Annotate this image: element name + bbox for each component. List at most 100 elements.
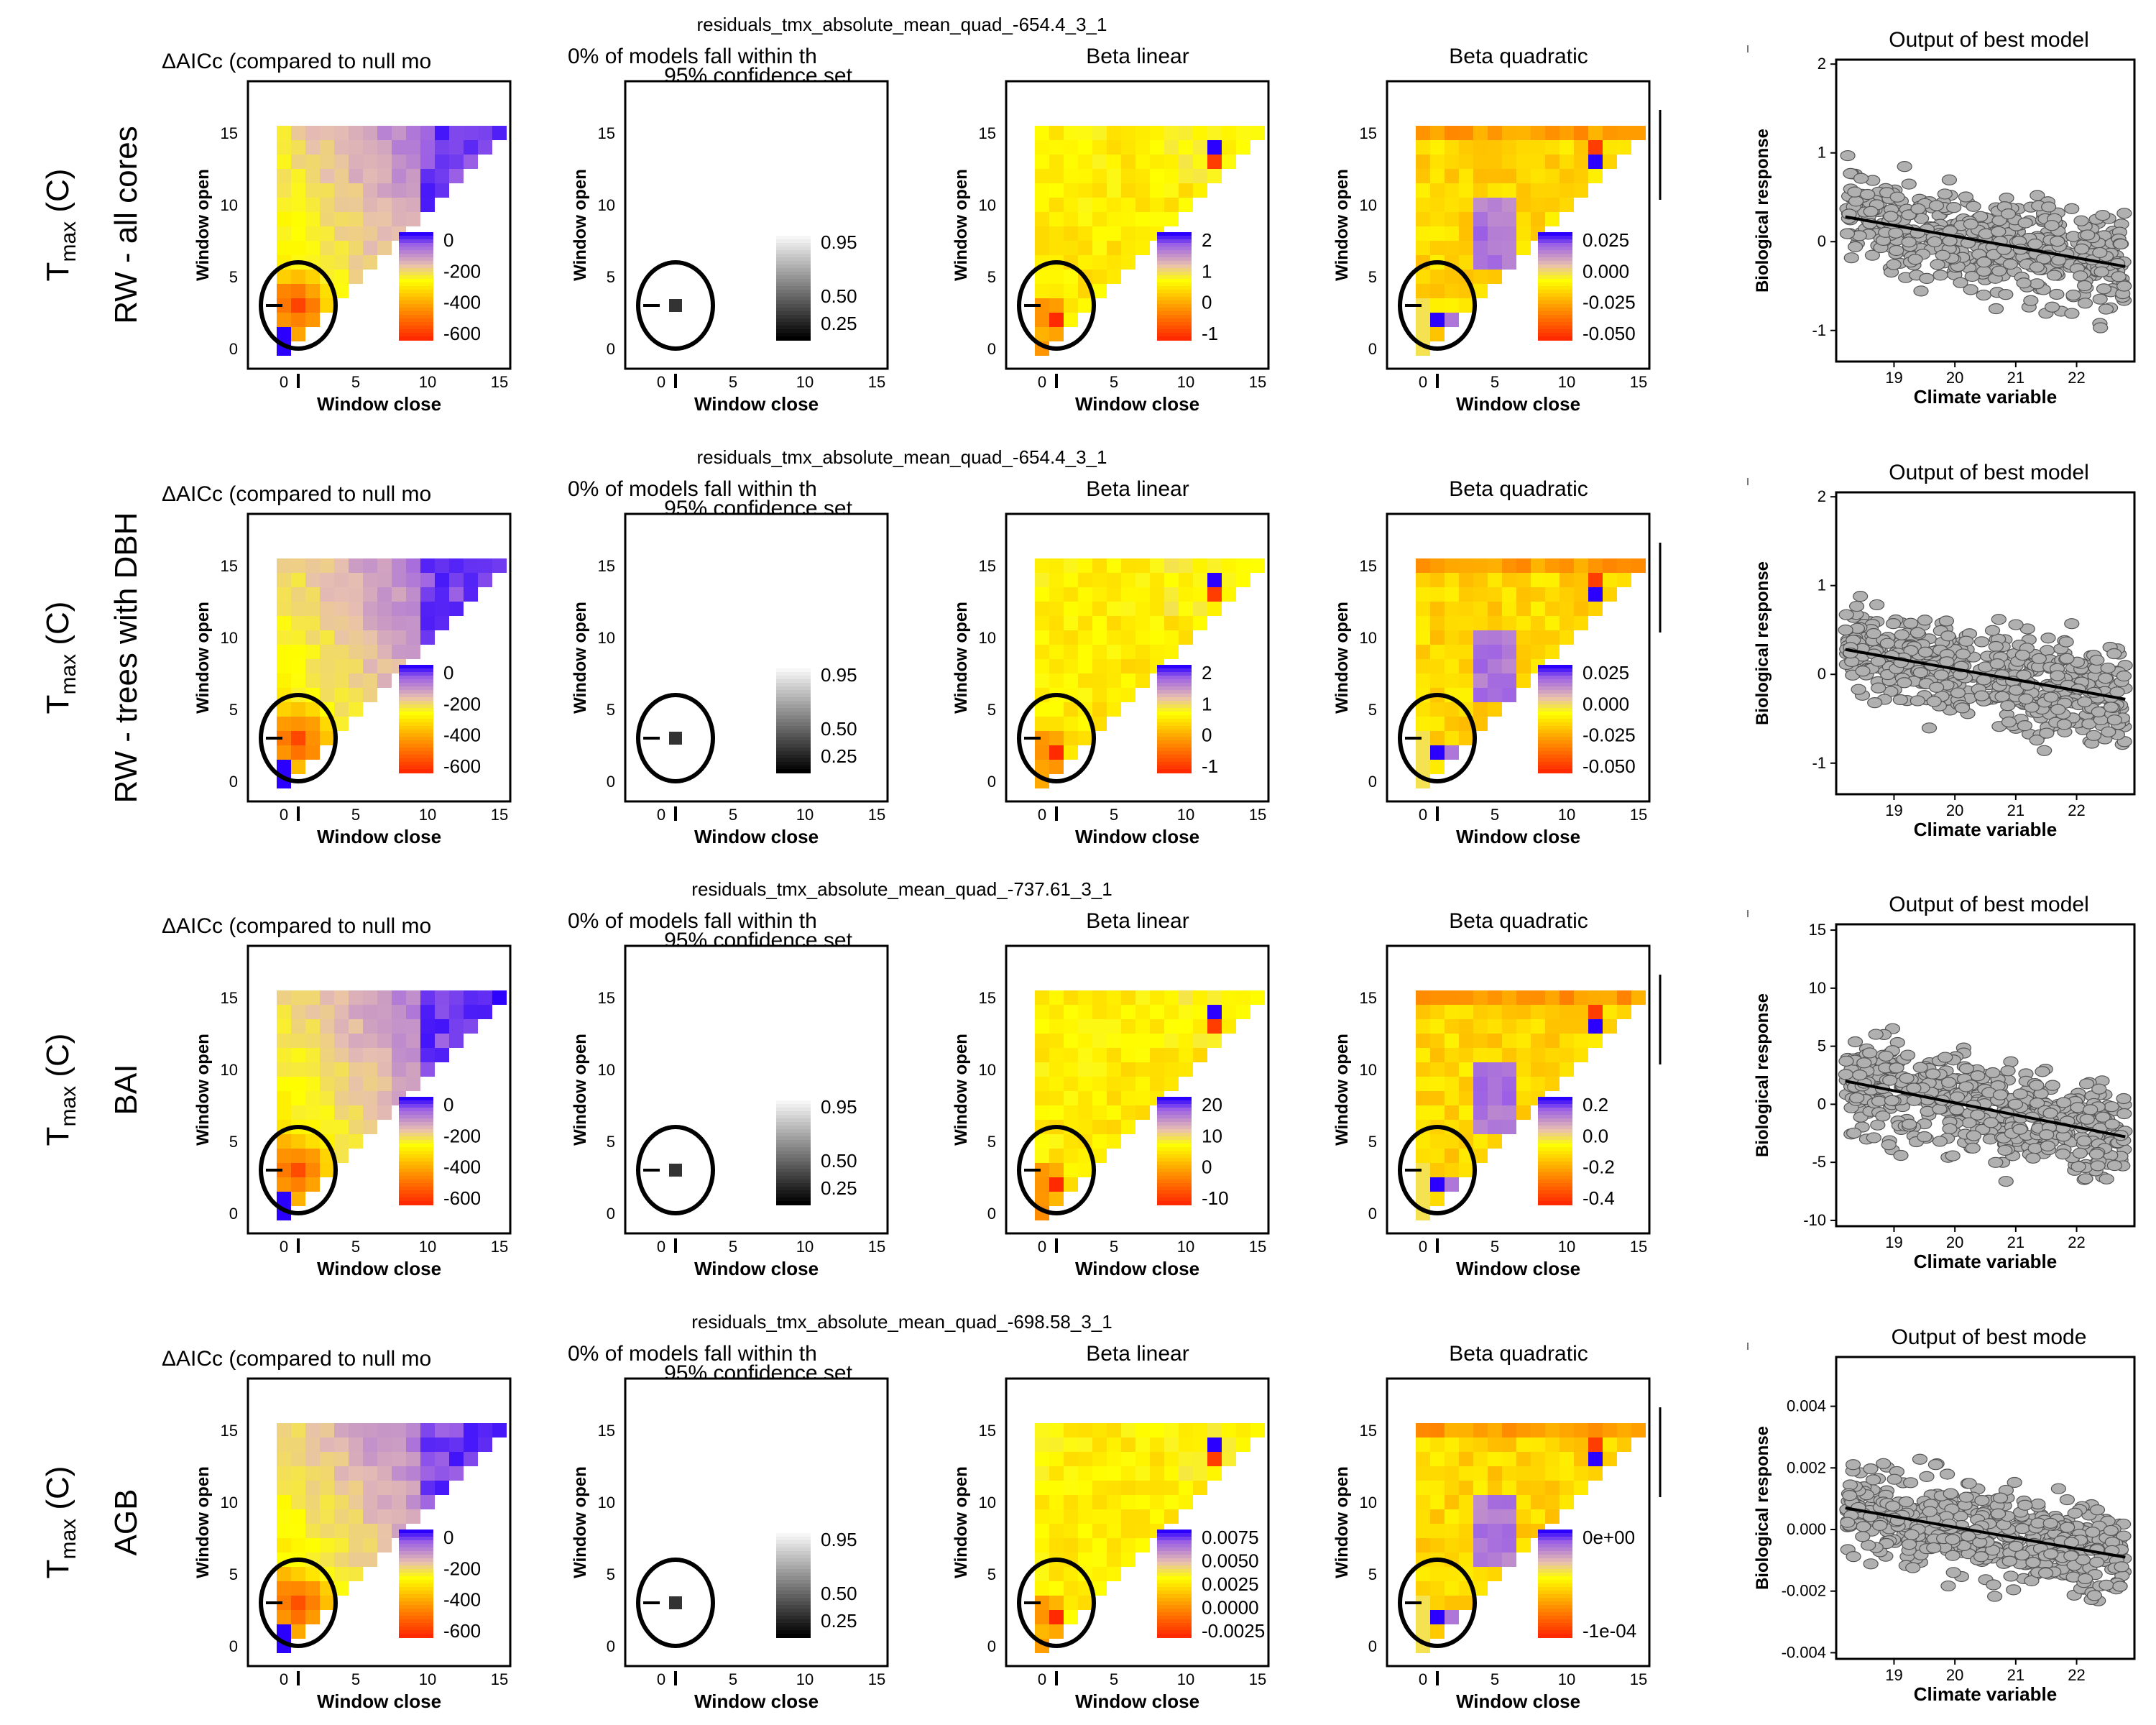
y-tick-label: 10 bbox=[1360, 1061, 1377, 1079]
heat-cell bbox=[420, 169, 435, 183]
file-title: residuals_tmx_absolute_mean_quad_-737.61… bbox=[691, 878, 1112, 900]
x-axis-label: Window close bbox=[1075, 393, 1199, 415]
heat-cell bbox=[1488, 573, 1502, 587]
heat-cell bbox=[1121, 1509, 1135, 1524]
heat-cell bbox=[1049, 731, 1064, 745]
heat-cell bbox=[1035, 645, 1049, 659]
heat-cell bbox=[1516, 1481, 1531, 1495]
legend-swatch bbox=[399, 690, 433, 694]
heat-cell bbox=[277, 298, 291, 313]
heat-cell bbox=[320, 198, 334, 212]
heat-cell bbox=[1121, 1481, 1135, 1495]
heat-cell bbox=[1430, 760, 1445, 774]
data-point bbox=[1912, 667, 1928, 678]
legend-label: 0.25 bbox=[821, 1177, 857, 1199]
heat-cell bbox=[1502, 241, 1516, 255]
heat-cell bbox=[1473, 1423, 1488, 1438]
data-point bbox=[2043, 691, 2059, 703]
data-point bbox=[1875, 1110, 1891, 1122]
heat-cell bbox=[334, 1581, 349, 1596]
legend-swatch bbox=[1157, 1144, 1192, 1148]
heat-cell bbox=[291, 1105, 305, 1120]
legend-swatch bbox=[776, 1104, 811, 1108]
best-window-circle bbox=[259, 260, 338, 351]
heat-cell bbox=[363, 645, 377, 659]
legend-swatch bbox=[399, 1634, 433, 1638]
legend-swatch bbox=[1157, 1601, 1192, 1606]
data-point bbox=[1953, 277, 1968, 288]
legend-label: 0 bbox=[1202, 1156, 1212, 1178]
legend-swatch bbox=[1157, 1179, 1192, 1184]
data-point bbox=[2018, 693, 2034, 705]
legend-swatch bbox=[1538, 272, 1572, 276]
heat-cell bbox=[1049, 587, 1064, 602]
legend-swatch bbox=[776, 1111, 811, 1116]
legend-swatch bbox=[399, 1122, 433, 1126]
legend-swatch bbox=[1538, 1555, 1572, 1559]
legend-swatch bbox=[1538, 1104, 1572, 1108]
heat-cell bbox=[1545, 1005, 1560, 1019]
heat-cell bbox=[406, 140, 420, 155]
heat-cell bbox=[1107, 1438, 1121, 1452]
heat-cell bbox=[1049, 1149, 1064, 1163]
heat-cell bbox=[1135, 1019, 1150, 1034]
legend-swatch bbox=[1538, 1562, 1572, 1566]
heat-cell bbox=[1193, 1034, 1207, 1048]
heat-cell bbox=[1416, 298, 1430, 313]
legend-label: -600 bbox=[443, 1187, 481, 1209]
legend-swatch bbox=[399, 712, 433, 716]
heat-cell bbox=[464, 587, 478, 602]
heat-cell bbox=[1049, 673, 1064, 688]
heat-cell bbox=[1078, 1438, 1092, 1452]
legend-swatch bbox=[1157, 290, 1192, 294]
heat-cell bbox=[1078, 659, 1092, 673]
heat-cell bbox=[1035, 1134, 1049, 1149]
heat-cell bbox=[1445, 558, 1459, 573]
heat-cell bbox=[334, 169, 349, 183]
best-window-cell bbox=[669, 299, 682, 312]
data-point bbox=[1863, 1463, 1879, 1475]
x-tick-label: 0 bbox=[1038, 806, 1046, 824]
data-point bbox=[1985, 1067, 2001, 1079]
heat-cell bbox=[1092, 558, 1107, 573]
heat-cell bbox=[1488, 1495, 1502, 1509]
heat-cells bbox=[1416, 558, 1646, 788]
legend-swatch bbox=[1157, 1544, 1192, 1548]
heat-cell bbox=[334, 1062, 349, 1077]
legend-swatch bbox=[776, 272, 811, 276]
legend-swatch bbox=[776, 1118, 811, 1123]
heat-cell bbox=[305, 602, 320, 616]
legend-swatch bbox=[776, 1630, 811, 1634]
y-tick-label: 5 bbox=[607, 268, 615, 286]
legend-label: 0.2 bbox=[1583, 1094, 1608, 1116]
legend-swatch bbox=[1538, 1591, 1572, 1595]
heat-cell bbox=[334, 1567, 349, 1581]
data-point bbox=[2001, 1555, 2017, 1567]
legend-swatch bbox=[776, 333, 811, 337]
data-point bbox=[1963, 284, 1978, 295]
legend-label: -400 bbox=[443, 1589, 481, 1611]
heat-cell bbox=[305, 1466, 320, 1481]
heat-cell bbox=[1603, 990, 1617, 1005]
legend-swatch bbox=[1157, 762, 1192, 766]
legend-swatch bbox=[399, 1136, 433, 1141]
heat-cell bbox=[1179, 616, 1193, 630]
heat-cell bbox=[305, 1077, 320, 1091]
heat-cell bbox=[1445, 630, 1459, 645]
heat-cell bbox=[334, 1438, 349, 1452]
heat-cell bbox=[291, 645, 305, 659]
legend-swatch bbox=[776, 257, 811, 262]
heat-cell bbox=[334, 573, 349, 587]
data-point bbox=[2014, 649, 2031, 661]
legend-label: -0.025 bbox=[1583, 724, 1636, 746]
confidence-title: 0% of models fall within th bbox=[568, 1342, 817, 1366]
legend-label: 0.0 bbox=[1583, 1125, 1608, 1146]
best-window-circle bbox=[1017, 1125, 1096, 1215]
legend-swatch bbox=[1538, 679, 1572, 684]
data-point bbox=[1903, 1477, 1919, 1489]
heat-cell bbox=[1430, 1048, 1445, 1062]
legend-swatch bbox=[776, 1612, 811, 1616]
heat-cell bbox=[1502, 126, 1516, 140]
heat-cell bbox=[1545, 198, 1560, 212]
